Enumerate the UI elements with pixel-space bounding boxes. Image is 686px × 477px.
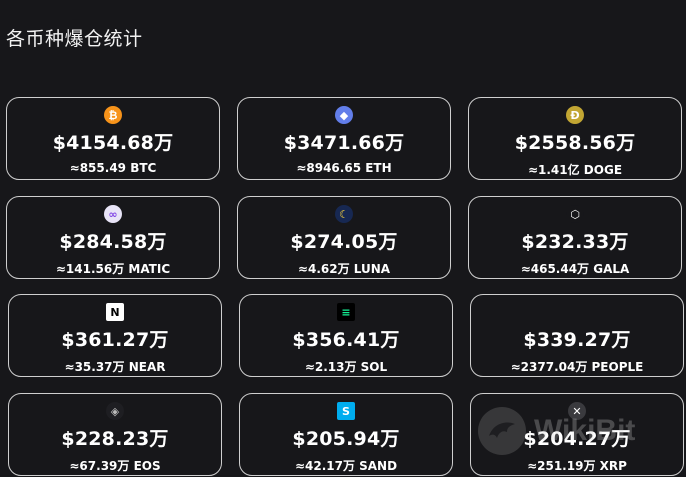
- coin-card: S $205.94万 ≈42.17万 SAND: [239, 393, 453, 476]
- liquidation-quantity: ≈35.37万 NEAR: [64, 360, 166, 374]
- coin-card: ⬡ $232.33万 ≈465.44万 GALA: [468, 196, 682, 279]
- sol-icon: ≡: [337, 303, 355, 321]
- btc-icon: ₿: [104, 106, 122, 124]
- gala-icon: ⬡: [566, 205, 584, 223]
- liquidation-amount: $232.33万: [521, 231, 629, 253]
- liquidation-amount: $284.58万: [59, 231, 167, 253]
- liquidation-quantity: ≈1.41亿 DOGE: [527, 163, 623, 177]
- liquidation-amount: $4154.68万: [52, 132, 174, 154]
- coin-card: ∞ $284.58万 ≈141.56万 MATIC: [6, 196, 220, 279]
- coin-card: ◆ $3471.66万 ≈8946.65 ETH: [237, 97, 451, 180]
- liquidation-amount: $339.27万: [523, 329, 631, 351]
- liquidation-quantity: ≈4.62万 LUNA: [297, 262, 391, 276]
- coin-card: ✕ $204.27万 ≈251.19万 XRP: [470, 393, 684, 476]
- liquidation-quantity: ≈67.39万 EOS: [69, 459, 161, 473]
- coin-card: N $361.27万 ≈35.37万 NEAR: [8, 294, 222, 377]
- liquidation-quantity: ≈251.19万 XRP: [527, 459, 627, 473]
- sand-icon: S: [337, 402, 355, 420]
- liquidation-amount: $274.05万: [290, 231, 398, 253]
- liquidation-amount: $228.23万: [61, 428, 169, 450]
- liquidation-quantity: ≈42.17万 SAND: [294, 459, 398, 473]
- page-title: 各币种爆仓统计: [6, 28, 143, 50]
- liquidation-quantity: ≈141.56万 MATIC: [55, 262, 171, 276]
- liquidation-amount: $356.41万: [292, 329, 400, 351]
- coin-card: ≡ $356.41万 ≈2.13万 SOL: [239, 294, 453, 377]
- liquidation-quantity: ≈2377.04万 PEOPLE: [510, 360, 644, 374]
- luna-icon: ☾: [335, 205, 353, 223]
- coin-card: ☾ $274.05万 ≈4.62万 LUNA: [237, 196, 451, 279]
- empty-icon: [568, 303, 586, 321]
- liquidation-quantity: ≈8946.65 ETH: [296, 161, 392, 175]
- eos-icon: ◈: [106, 402, 124, 420]
- coin-card: ◈ $228.23万 ≈67.39万 EOS: [8, 393, 222, 476]
- liquidation-quantity: ≈465.44万 GALA: [520, 262, 630, 276]
- doge-icon: Ð: [566, 106, 584, 124]
- coin-card: ₿ $4154.68万 ≈855.49 BTC: [6, 97, 220, 180]
- coin-card: $339.27万 ≈2377.04万 PEOPLE: [470, 294, 684, 377]
- coin-card: Ð $2558.56万 ≈1.41亿 DOGE: [468, 97, 682, 180]
- liquidation-amount: $361.27万: [61, 329, 169, 351]
- xrp-icon: ✕: [568, 402, 586, 420]
- near-icon: N: [106, 303, 124, 321]
- liquidation-amount: $2558.56万: [514, 132, 636, 154]
- liquidation-amount: $3471.66万: [283, 132, 405, 154]
- liquidation-quantity: ≈2.13万 SOL: [304, 360, 388, 374]
- liquidation-quantity: ≈855.49 BTC: [69, 161, 157, 175]
- liquidation-amount: $204.27万: [523, 428, 631, 450]
- matic-icon: ∞: [104, 205, 122, 223]
- eth-icon: ◆: [335, 106, 353, 124]
- liquidation-amount: $205.94万: [292, 428, 400, 450]
